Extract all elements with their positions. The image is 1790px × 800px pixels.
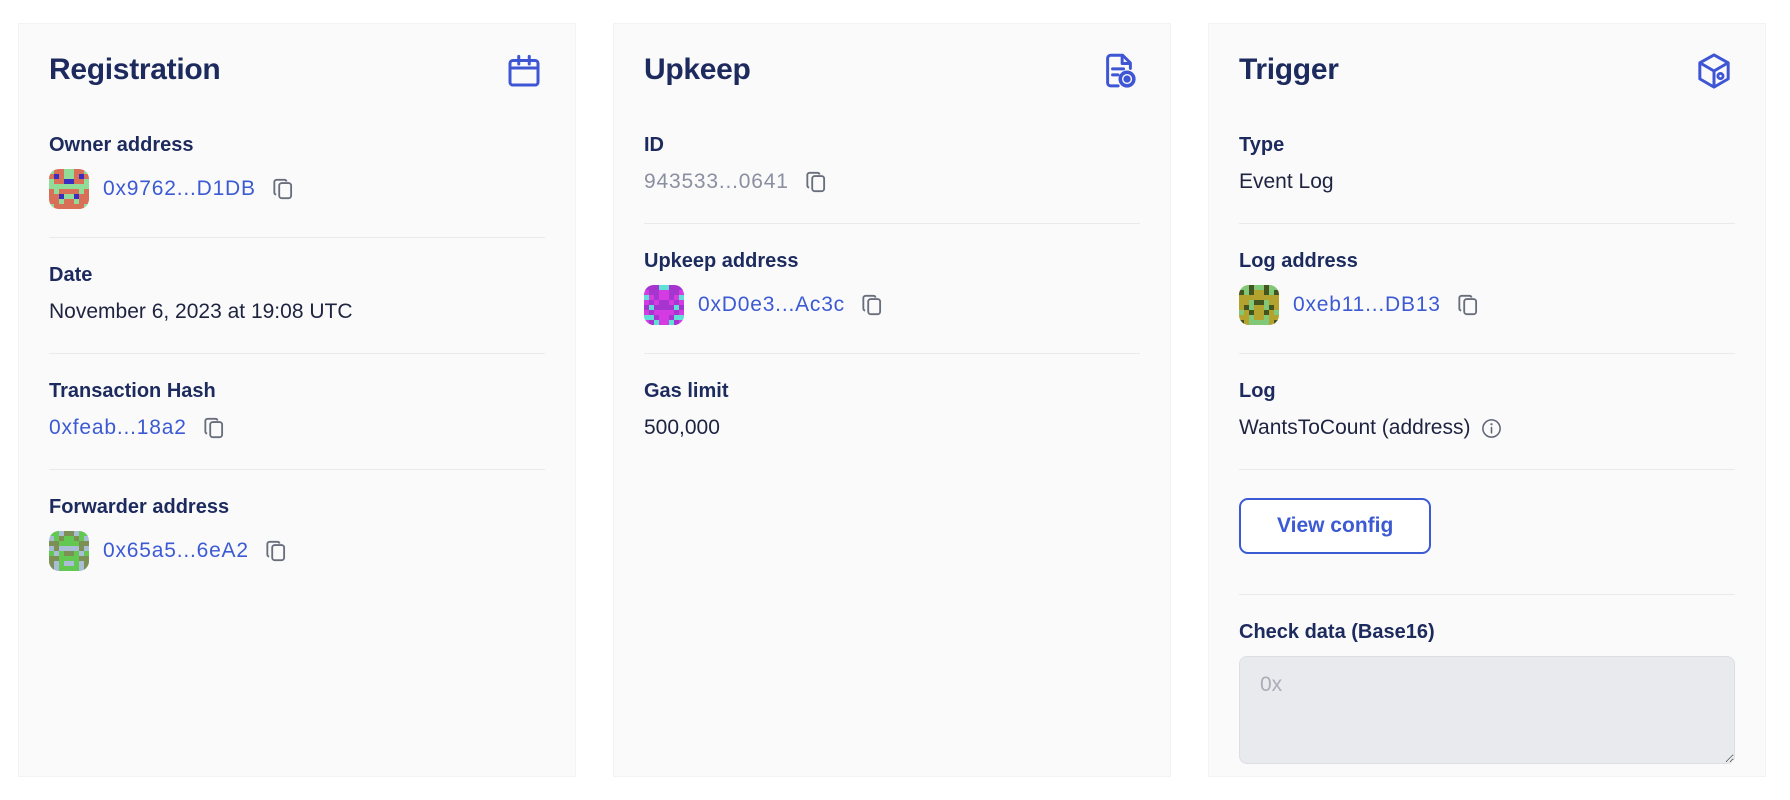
forwarder-identicon-avatar	[49, 531, 89, 571]
log-address-label: Log address	[1239, 250, 1358, 272]
upkeep-card: Upkeep ID 943533...0641	[613, 23, 1171, 777]
owner-address-section: Owner address 0x9762...D1DB	[49, 108, 545, 238]
calendar-icon	[503, 50, 545, 92]
check-data-textarea[interactable]	[1239, 656, 1735, 764]
owner-copy-icon[interactable]	[270, 176, 296, 202]
trigger-type-section: Type Event Log	[1239, 108, 1735, 224]
log-identicon-avatar	[1239, 285, 1279, 325]
forwarder-address-label: Forwarder address	[49, 496, 230, 518]
view-config-button[interactable]: View config	[1239, 498, 1432, 554]
cube-icon	[1693, 50, 1735, 92]
info-icon[interactable]	[1480, 417, 1503, 440]
gas-limit-label: Gas limit	[644, 380, 729, 402]
transaction-hash-label: Transaction Hash	[49, 380, 216, 402]
forwarder-address-link[interactable]: 0x65a5...6eA2	[103, 539, 249, 562]
document-gear-icon	[1098, 50, 1140, 92]
log-label: Log	[1239, 380, 1276, 402]
upkeep-address-link[interactable]: 0xD0e3...Ac3c	[698, 293, 845, 316]
upkeep-address-section: Upkeep address 0xD0e3...Ac3c	[644, 224, 1140, 354]
view-config-section: View config	[1239, 470, 1735, 595]
upkeep-card-header: Upkeep	[644, 50, 1140, 92]
upkeep-address-row: 0xD0e3...Ac3c	[644, 285, 1140, 325]
trigger-type-value: Event Log	[1239, 170, 1334, 193]
owner-identicon-avatar	[49, 169, 89, 209]
log-address-copy-icon[interactable]	[1455, 292, 1481, 318]
date-value: November 6, 2023 at 19:08 UTC	[49, 300, 353, 323]
trigger-card: Trigger Type Event Log Log address 0xeb1…	[1208, 23, 1766, 777]
upkeep-address-copy-icon[interactable]	[859, 292, 885, 318]
owner-address-label: Owner address	[49, 134, 194, 156]
upkeep-id-section: ID 943533...0641	[644, 108, 1140, 224]
transaction-hash-section: Transaction Hash 0xfeab...18a2	[49, 354, 545, 470]
log-section: Log WantsToCount (address)	[1239, 354, 1735, 470]
transaction-hash-copy-icon[interactable]	[201, 415, 227, 441]
log-address-section: Log address 0xeb11...DB13	[1239, 224, 1735, 354]
registration-card: Registration Owner address 0x9762...D1DB	[18, 23, 576, 777]
trigger-card-header: Trigger	[1239, 50, 1735, 92]
upkeep-title: Upkeep	[644, 53, 751, 86]
trigger-type-label: Type	[1239, 134, 1285, 156]
upkeep-id-copy-icon[interactable]	[803, 169, 829, 195]
transaction-hash-link[interactable]: 0xfeab...18a2	[49, 416, 187, 439]
registration-card-header: Registration	[49, 50, 545, 92]
date-section: Date November 6, 2023 at 19:08 UTC	[49, 238, 545, 354]
gas-limit-section: Gas limit 500,000	[644, 354, 1140, 469]
forwarder-address-section: Forwarder address 0x65a5...6eA2	[49, 470, 545, 599]
gas-limit-value: 500,000	[644, 416, 720, 439]
check-data-label: Check data (Base16)	[1239, 621, 1435, 643]
forwarder-copy-icon[interactable]	[263, 538, 289, 564]
owner-address-row: 0x9762...D1DB	[49, 169, 545, 209]
log-address-link[interactable]: 0xeb11...DB13	[1293, 293, 1441, 316]
transaction-hash-row: 0xfeab...18a2	[49, 415, 545, 441]
upkeep-id-value: 943533...0641	[644, 170, 789, 193]
date-label: Date	[49, 264, 93, 286]
upkeep-identicon-avatar	[644, 285, 684, 325]
owner-address-link[interactable]: 0x9762...D1DB	[103, 177, 256, 200]
upkeep-id-label: ID	[644, 134, 664, 156]
log-value-row: WantsToCount (address)	[1239, 415, 1735, 441]
upkeep-id-row: 943533...0641	[644, 169, 1140, 195]
forwarder-address-row: 0x65a5...6eA2	[49, 531, 545, 571]
log-value: WantsToCount (address)	[1239, 416, 1471, 439]
log-address-row: 0xeb11...DB13	[1239, 285, 1735, 325]
trigger-title: Trigger	[1239, 53, 1339, 86]
upkeep-address-label: Upkeep address	[644, 250, 799, 272]
check-data-section: Check data (Base16)	[1239, 595, 1735, 769]
registration-title: Registration	[49, 53, 221, 86]
